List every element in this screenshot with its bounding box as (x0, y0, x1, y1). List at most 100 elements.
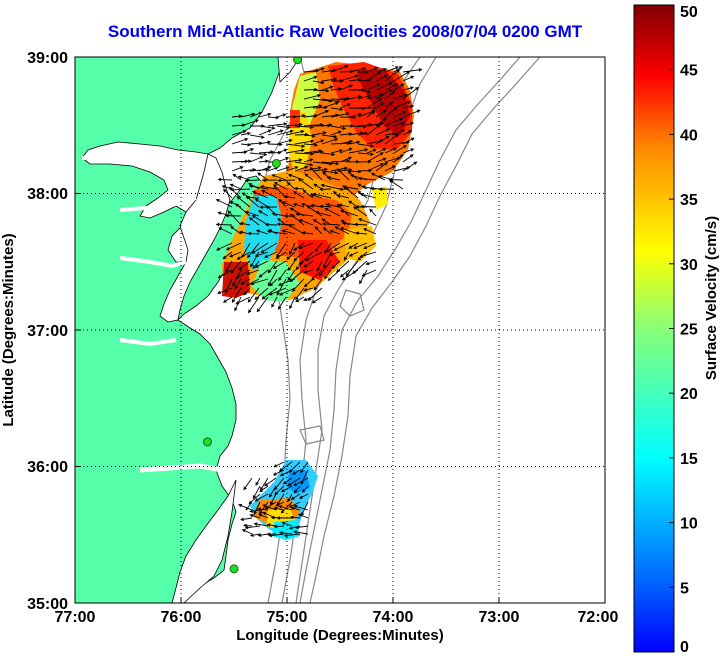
colorbar-tick-label: 40 (680, 127, 698, 144)
velocity-arrow (251, 190, 269, 199)
velocity-arrow (293, 251, 305, 262)
velocity-arrow (402, 68, 423, 73)
velocity-arrow (243, 287, 251, 296)
velocity-arrow (352, 206, 368, 217)
velocity-arrow (312, 80, 325, 85)
velocity-arrow (393, 66, 403, 73)
velocity-arrow (329, 229, 341, 235)
velocity-arrow (276, 278, 287, 296)
velocity-arrow (393, 111, 407, 118)
velocity-arrow (359, 269, 368, 285)
velocity-arrow (297, 178, 314, 190)
velocity-arrow (348, 112, 363, 118)
velocity-arrow (303, 143, 319, 147)
velocity-arrow (264, 222, 278, 227)
velocity-arrow (339, 103, 351, 109)
velocity-arrow (294, 165, 309, 172)
velocity-arrow (375, 74, 388, 82)
velocity-arrow (312, 167, 329, 172)
pamlico-sound (171, 479, 237, 603)
velocity-arrow (238, 504, 253, 511)
velocity-arrow (355, 231, 368, 235)
velocity-arrow (285, 148, 305, 154)
velocity-arrow (250, 278, 269, 286)
velocity-arrow (366, 70, 382, 82)
velocity-arrow (312, 89, 330, 93)
velocity-arrow (243, 477, 253, 491)
velocity-arrow (231, 130, 247, 136)
velocity-arrow (304, 251, 323, 262)
velocity-arrow (225, 242, 242, 251)
velocity-arrow (222, 296, 233, 303)
velocity-arrow (359, 251, 377, 258)
velocity-arrow (290, 515, 301, 520)
velocity-arrow (326, 175, 341, 181)
velocity-arrow (375, 162, 388, 172)
velocity-arrow (251, 214, 269, 226)
velocity-arrow (293, 186, 305, 191)
velocity-arrow (256, 296, 269, 313)
velocity-arrow (277, 296, 287, 310)
velocity-arrow (288, 501, 301, 508)
velocity-arrow (267, 122, 288, 127)
velocity-arrow (313, 278, 323, 291)
velocity-arrow (339, 74, 359, 82)
velocity-arrow (324, 208, 341, 217)
velocity-arrow (273, 506, 285, 511)
velocity-arrow (393, 121, 406, 127)
velocity-arrow (271, 296, 278, 308)
velocity-arrow (280, 485, 293, 493)
velocity-arrow (321, 85, 334, 91)
velocity-arrow (273, 184, 287, 199)
x-tick-label: 75:00 (267, 609, 308, 626)
velocity-arrow (216, 287, 233, 295)
velocity-arrow (322, 227, 332, 235)
velocity-arrow (303, 158, 314, 163)
velocity-arrow (294, 125, 315, 129)
colorbar-tick-label: 20 (680, 386, 698, 403)
velocity-arrow (276, 242, 287, 258)
velocity-arrow (330, 130, 342, 136)
velocity-arrow (285, 158, 303, 163)
velocity-arrow (289, 242, 296, 256)
velocity-arrow (276, 113, 287, 118)
y-tick-label: 37:00 (27, 323, 68, 340)
velocity-arrow (393, 100, 412, 109)
velocity-field-south (250, 460, 318, 540)
velocity-arrow (402, 148, 415, 154)
velocity-arrow (366, 110, 376, 118)
velocity-arrow (301, 231, 314, 235)
velocity-arrow (375, 135, 390, 145)
velocity-arrow (239, 221, 251, 226)
x-tick-label: 77:00 (55, 609, 96, 626)
velocity-arrow (363, 242, 377, 250)
velocity-arrow (366, 121, 385, 127)
velocity-arrow (255, 477, 261, 486)
velocity-arrow (348, 125, 367, 129)
velocity-arrow (327, 269, 341, 281)
velocity-arrow (375, 128, 391, 136)
velocity-arrow (375, 82, 393, 91)
velocity-arrow (292, 191, 305, 199)
velocity-arrow (402, 75, 415, 82)
velocity-arrow (357, 143, 374, 148)
velocity-arrow (312, 219, 323, 226)
velocity-arrow (254, 198, 269, 208)
velocity-arrow (319, 187, 332, 192)
velocity-arrow (261, 189, 278, 199)
velocity-arrow (253, 522, 269, 527)
y-axis-label: Latitude (Degrees:Minutes) (0, 233, 17, 426)
velocity-arrow (276, 166, 290, 172)
velocity-arrow (254, 493, 269, 502)
y-tick-label: 38:00 (27, 186, 68, 203)
velocity-arrow (235, 203, 251, 217)
land-mass (75, 57, 281, 603)
velocity-arrow (359, 192, 377, 199)
velocity-arrow (309, 166, 323, 181)
velocity-arrow (225, 260, 233, 273)
velocity-arrow (334, 226, 350, 235)
velocity-arrow (264, 477, 277, 487)
x-axis-label: Longitude (Degrees:Minutes) (236, 627, 444, 644)
radar-stations (203, 57, 303, 574)
velocity-arrow (384, 69, 401, 82)
